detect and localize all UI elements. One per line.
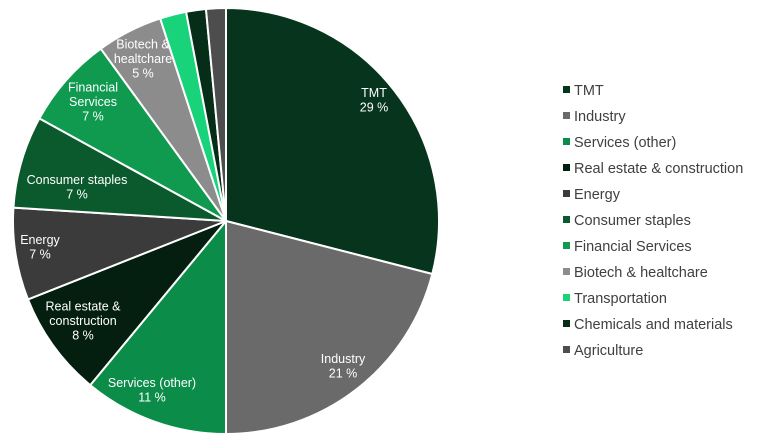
slice-value-label: 21 % xyxy=(329,366,358,380)
slice-label: Services (other) 11 % xyxy=(108,376,196,405)
slice-label: Real estate & construction 8 % xyxy=(45,300,121,343)
legend-label: Services (other) xyxy=(574,135,676,151)
legend-label: Energy xyxy=(574,187,621,203)
legend-item: Transportation xyxy=(563,291,667,307)
slice-label: Consumer staples 7 % xyxy=(27,173,128,202)
legend-label: Consumer staples xyxy=(574,213,691,229)
slice-name-label: Real estate & xyxy=(45,300,121,314)
slice-name-label: construction xyxy=(49,314,116,328)
legend-item: Chemicals and materials xyxy=(563,317,733,333)
legend-swatch xyxy=(563,216,570,223)
legend-item: Financial Services xyxy=(563,239,692,255)
legend-label: Financial Services xyxy=(574,239,692,255)
slice-name-label: healtchare xyxy=(114,52,172,66)
legend-label: Agriculture xyxy=(574,343,643,359)
legend-swatch xyxy=(563,164,570,171)
legend-label: Real estate & construction xyxy=(574,161,743,177)
slice-label: Energy 7 % xyxy=(20,233,60,261)
legend-swatch xyxy=(563,294,570,301)
legend-label: Transportation xyxy=(574,291,667,307)
legend-swatch xyxy=(563,346,570,353)
slice-label: Biotech & healtchare 5 % xyxy=(114,38,172,81)
pie-slice-industry xyxy=(225,220,434,435)
legend-label: Chemicals and materials xyxy=(574,317,733,333)
slice-label: TMT 29 % xyxy=(360,86,389,115)
slice-name-label: Services (other) xyxy=(108,376,196,390)
legend-swatch xyxy=(563,268,570,275)
slice-name-label: Energy xyxy=(20,233,60,247)
pie-slice-agriculture xyxy=(204,7,227,222)
slice-name-label: Industry xyxy=(321,352,366,366)
pie-slice-real-estate-construction xyxy=(26,220,227,387)
legend: TMT Industry Services (other) Real estate &… xyxy=(563,83,743,359)
pie-slice-services-other- xyxy=(89,220,227,435)
legend-label: TMT xyxy=(574,83,604,99)
legend-item: Services (other) xyxy=(563,135,676,151)
slice-name-label: TMT xyxy=(361,86,387,100)
legend-swatch xyxy=(563,320,570,327)
legend-label: Industry xyxy=(574,109,626,125)
pie-slice-tmt xyxy=(225,7,440,275)
slice-labels: TMT 29 % Industry 21 % Services (other) 11 % R… xyxy=(20,38,388,405)
pie-slices xyxy=(12,7,440,435)
slice-name-label: Services xyxy=(69,95,117,109)
legend-label: Biotech & healtchare xyxy=(574,265,708,281)
legend-item: Energy xyxy=(563,187,621,203)
legend-item: Consumer staples xyxy=(563,213,691,229)
slice-value-label: 11 % xyxy=(138,390,166,404)
slice-name-label: Biotech & xyxy=(116,38,170,52)
slice-value-label: 7 % xyxy=(82,110,104,124)
legend-item: TMT xyxy=(563,83,604,99)
legend-item: Industry xyxy=(563,109,626,125)
slice-value-label: 29 % xyxy=(360,100,389,114)
slice-name-label: Consumer staples xyxy=(27,173,128,187)
slice-value-label: 7 % xyxy=(66,187,88,201)
legend-swatch xyxy=(563,190,570,197)
legend-item: Biotech & healtchare xyxy=(563,265,708,281)
slice-name-label: Financial xyxy=(68,81,118,95)
legend-swatch xyxy=(563,242,570,249)
slice-label: Financial Services 7 % xyxy=(68,81,118,124)
legend-swatch xyxy=(563,138,570,145)
slice-value-label: 5 % xyxy=(132,67,154,81)
legend-item: Real estate & construction xyxy=(563,161,743,177)
slice-value-label: 7 % xyxy=(29,247,51,261)
legend-swatch xyxy=(563,112,570,119)
legend-swatch xyxy=(563,86,570,93)
slice-value-label: 8 % xyxy=(72,329,94,343)
slice-label: Industry 21 % xyxy=(321,352,366,381)
legend-item: Agriculture xyxy=(563,343,643,359)
